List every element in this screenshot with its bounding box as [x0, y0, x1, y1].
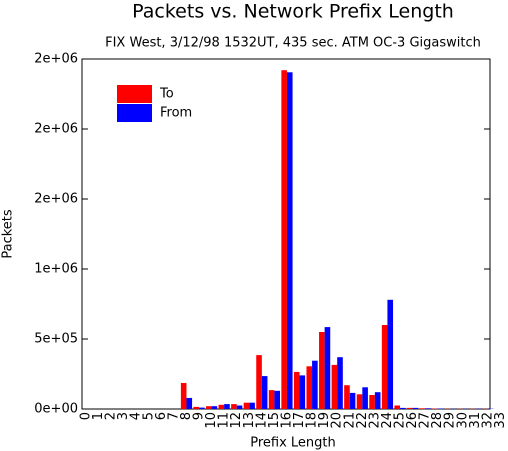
legend-swatch	[117, 104, 152, 122]
x-tick-label: 4	[129, 412, 144, 420]
legend-swatch	[117, 85, 152, 103]
x-tick-label: 3	[116, 412, 131, 420]
y-tick-label: 1e+06	[34, 262, 78, 277]
x-tick-label: 16	[279, 412, 294, 429]
bar	[400, 407, 406, 409]
bar	[374, 392, 381, 409]
x-tick-label: 6	[154, 412, 169, 420]
bar	[236, 405, 243, 409]
bar	[211, 406, 218, 409]
x-tick-label: 28	[430, 412, 445, 429]
y-tick-label: 2e+06	[34, 192, 78, 207]
chart-title: Packets vs. Network Prefix Length	[132, 1, 454, 23]
x-tick-label: 24	[380, 412, 395, 429]
bar	[425, 408, 431, 409]
x-tick-label: 11	[217, 412, 232, 429]
bar	[362, 387, 368, 409]
x-tick-label: 33	[493, 412, 508, 429]
bar	[369, 395, 375, 409]
x-tick-label: 32	[480, 412, 495, 429]
x-tick-label: 31	[468, 412, 483, 429]
y-tick-label: 2e+06	[34, 122, 78, 137]
x-tick-label: 2	[104, 412, 119, 420]
bar	[256, 355, 262, 409]
x-tick-label: 15	[267, 412, 282, 429]
legend-label: To	[159, 87, 174, 102]
x-tick-label: 29	[443, 412, 458, 429]
bar	[231, 404, 237, 409]
x-tick-label: 13	[242, 412, 257, 429]
bar	[306, 366, 313, 409]
x-tick-label: 25	[393, 412, 408, 429]
bar	[419, 408, 426, 409]
bar	[337, 357, 343, 409]
x-tick-label: 14	[254, 412, 269, 429]
bar	[299, 375, 306, 409]
bar	[180, 382, 187, 409]
bar	[319, 332, 325, 409]
x-tick-label: 9	[192, 412, 207, 420]
bar	[281, 70, 287, 409]
bar	[387, 299, 394, 409]
bar	[249, 402, 255, 409]
chart-subtitle: FIX West, 3/12/98 1532UT, 435 sec. ATM O…	[105, 36, 481, 51]
bar	[412, 407, 419, 409]
bar	[331, 364, 338, 409]
x-tick-label: 20	[330, 412, 345, 429]
x-tick-label: 23	[367, 412, 382, 429]
bar	[406, 407, 413, 409]
bar	[268, 390, 275, 409]
bar	[218, 404, 225, 409]
x-tick-label: 5	[141, 412, 156, 420]
bar	[274, 390, 280, 409]
bar	[381, 325, 388, 409]
x-tick-label: 19	[317, 412, 332, 429]
bar	[344, 385, 350, 409]
x-tick-label: 27	[418, 412, 433, 429]
bar	[193, 406, 200, 409]
bar	[199, 407, 205, 409]
x-tick-label: 8	[179, 412, 194, 420]
bar	[394, 405, 400, 409]
x-tick-label: 1	[91, 412, 106, 420]
bar	[243, 402, 250, 409]
bar	[206, 406, 212, 409]
x-tick-label: 12	[229, 412, 244, 429]
x-tick-label: 26	[405, 412, 420, 429]
bar	[224, 404, 230, 409]
x-tick-label: 30	[455, 412, 470, 429]
y-tick-label: 5e+05	[34, 332, 78, 347]
y-tick-label: 2e+06	[34, 52, 78, 67]
bar	[349, 392, 356, 409]
y-tick-label: 0e+00	[34, 402, 78, 417]
bar	[312, 360, 318, 409]
x-tick-label: 21	[342, 412, 357, 429]
bar	[186, 397, 193, 409]
x-axis-label: Prefix Length	[250, 436, 336, 451]
bar	[261, 376, 268, 409]
bar	[293, 371, 300, 409]
bar	[324, 327, 331, 409]
bar	[286, 72, 293, 410]
y-axis-label: Packets	[1, 209, 16, 259]
x-tick-label: 18	[305, 412, 320, 429]
x-tick-label: 10	[204, 412, 219, 429]
x-tick-label: 22	[355, 412, 370, 429]
x-tick-label: 17	[292, 412, 307, 429]
x-tick-label: 0	[79, 412, 94, 420]
bar	[356, 394, 363, 409]
legend-label: From	[160, 106, 192, 121]
x-tick-label: 7	[166, 412, 181, 420]
